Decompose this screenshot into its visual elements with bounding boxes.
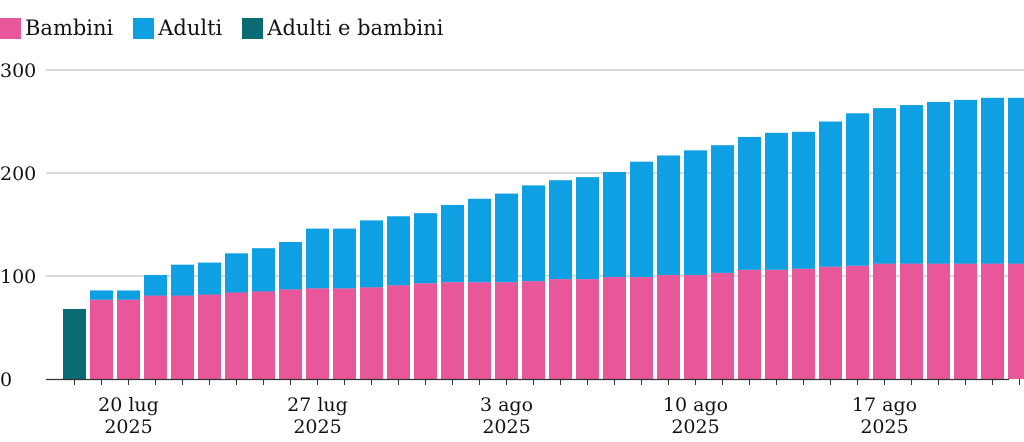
bar-adulti [306,228,329,289]
bar-bambini [630,277,653,379]
bars [63,97,1024,379]
bar-adulti [225,253,248,293]
bar-adulti [765,132,788,270]
x-tick-label: 10 ago [663,394,728,416]
bar-adulti [846,113,869,266]
bar-adulti-e-bambini [63,308,86,379]
legend-swatch-adulti-e-bambini [242,17,264,39]
x-tick-label-year: 2025 [104,416,152,438]
x-tick-label-year: 2025 [671,416,719,438]
bar-bambini [711,272,734,379]
bar-adulti [576,177,599,280]
bar-bambini [198,294,221,379]
y-tick-label: 100 [0,266,36,288]
bar-bambini [144,295,167,379]
legend-label-bambini: Bambini [25,16,114,40]
bar-bambini [441,282,464,379]
bar-adulti [279,242,302,290]
bar-bambini [279,289,302,379]
y-tick-label: 0 [0,369,12,391]
bar-bambini [954,263,977,379]
bar-adulti [171,264,194,296]
bar-bambini [90,299,113,379]
bar-bambini [225,292,248,379]
bar-bambini [306,288,329,379]
y-tick-label: 300 [0,60,36,82]
bar-bambini [549,279,572,379]
bar-adulti [873,108,896,264]
legend-swatch-adulti [133,17,155,39]
x-tick-label-year: 2025 [293,416,341,438]
bar-bambini [927,263,950,379]
bar-adulti [738,136,761,270]
bar-adulti [360,220,383,288]
x-tick-label: 17 ago [852,394,917,416]
x-tick-label: 3 ago [480,394,533,416]
bar-adulti [387,216,410,286]
bar-bambini [171,295,194,379]
bar-adulti [684,150,707,275]
bar-bambini [333,288,356,379]
legend-item-bambini: Bambini [0,16,113,40]
bar-adulti [1008,97,1024,264]
bar-adulti [495,193,518,283]
bar-bambini [684,274,707,379]
x-tick-label: 20 lug [98,394,159,416]
bar-bambini [495,282,518,379]
bar-bambini [765,269,788,379]
bar-bambini [576,279,599,379]
bar-bambini [819,266,842,379]
bar-bambini [1008,263,1024,379]
bar-adulti [819,121,842,267]
bar-adulti [603,171,626,278]
bar-adulti [657,155,680,275]
bar-bambini [522,281,545,379]
bar-bambini [117,299,140,379]
bar-adulti [900,105,923,264]
bar-adulti [927,101,950,264]
bar-bambini [414,283,437,379]
bar-bambini [468,282,491,379]
y-tick-label: 200 [0,163,36,185]
bar-adulti [117,290,140,300]
bar-bambini [846,265,869,379]
x-tick-label-year: 2025 [860,416,908,438]
bar-adulti [711,145,734,273]
legend-swatch-bambini [0,17,21,39]
bar-adulti [414,213,437,284]
bar-adulti [333,228,356,289]
bar-bambini [657,274,680,379]
bar-adulti [630,161,653,278]
bar-bambini [603,277,626,379]
bar-bambini [387,285,410,379]
legend-label-adulti: Adulti [158,16,223,40]
legend-item-adulti-e-bambini: Adulti e bambini [242,16,443,40]
legend-item-adulti: Adulti [133,16,222,40]
bar-adulti [198,262,221,295]
bar-adulti [954,99,977,264]
bar-bambini [900,263,923,379]
bar-bambini [981,263,1004,379]
bar-adulti [522,185,545,282]
legend: Bambini Adulti Adulti e bambini [0,12,463,44]
bar-bambini [252,291,275,379]
bar-adulti [981,97,1004,264]
bar-adulti [144,274,167,296]
x-tick-label: 27 lug [287,394,348,416]
bar-bambini [738,269,761,379]
bar-adulti [252,248,275,292]
bar-bambini [792,268,815,379]
bar-adulti [549,180,572,280]
bar-adulti [468,198,491,283]
legend-label-adulti-e-bambini: Adulti e bambini [267,16,444,40]
x-tick-label-year: 2025 [482,416,530,438]
bar-adulti [441,204,464,283]
bar-bambini [360,287,383,379]
bar-bambini [873,263,896,379]
bar-adulti [792,131,815,269]
bar-adulti [90,290,113,300]
